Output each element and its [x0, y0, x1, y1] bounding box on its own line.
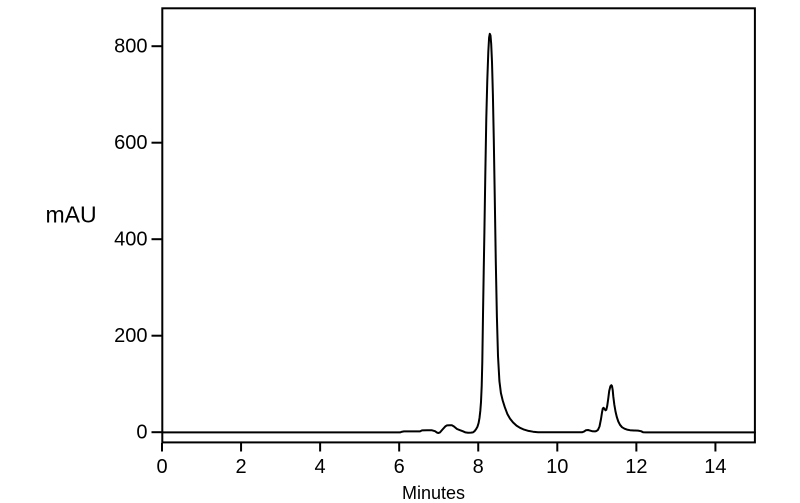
- svg-text:0: 0: [156, 456, 167, 478]
- svg-text:6: 6: [394, 456, 405, 478]
- svg-text:8: 8: [473, 456, 484, 478]
- svg-text:14: 14: [704, 456, 726, 478]
- svg-text:0: 0: [136, 422, 147, 444]
- svg-text:4: 4: [315, 456, 326, 478]
- svg-text:mAU: mAU: [46, 202, 97, 228]
- svg-text:600: 600: [114, 132, 147, 154]
- svg-text:12: 12: [625, 456, 647, 478]
- svg-text:Minutes: Minutes: [402, 483, 465, 503]
- svg-text:400: 400: [114, 229, 147, 251]
- svg-text:800: 800: [114, 36, 147, 58]
- svg-text:2: 2: [235, 456, 246, 478]
- svg-text:10: 10: [546, 456, 568, 478]
- svg-text:200: 200: [114, 325, 147, 347]
